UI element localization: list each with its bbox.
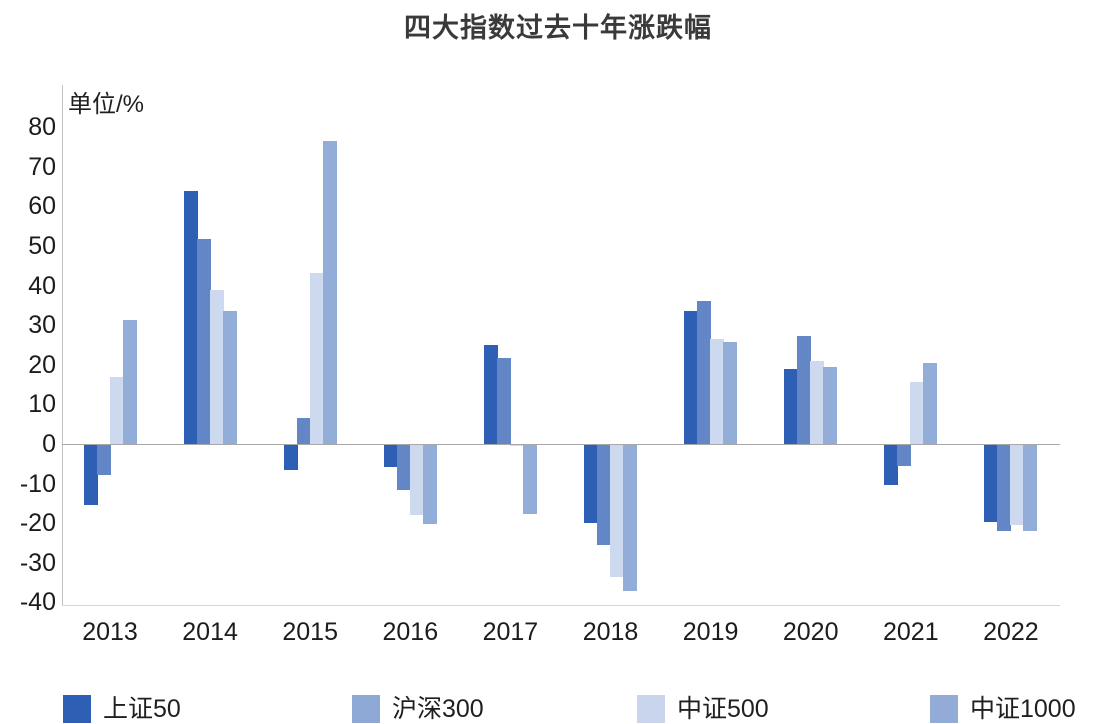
bar-中证1000-2019 [723,342,737,444]
bar-中证1000-2016 [423,445,437,524]
y-tick-label--30: -30 [19,548,56,577]
bar-沪深300-2013 [97,445,111,475]
bar-中证500-2022 [1010,445,1024,525]
y-tick-label-40: 40 [28,271,56,300]
bar-沪深300-2015 [297,418,311,444]
x-label-2019: 2019 [682,618,739,646]
bar-上证50-2019 [684,311,698,444]
y-tick-label-30: 30 [28,311,56,340]
bar-上证50-2014 [184,191,198,444]
legend-swatch-中证1000 [930,695,958,723]
bar-上证50-2013 [84,445,98,505]
x-axis-line [62,605,1060,606]
x-label-2015: 2015 [282,618,338,646]
y-tick-label-10: 10 [28,390,56,419]
bar-沪深300-2020 [797,336,811,444]
legend-label-上证50: 上证50 [103,695,181,723]
bar-中证1000-2018 [623,445,637,591]
y-axis-unit-label: 单位/% [68,91,145,118]
bar-上证50-2021 [884,445,898,485]
bar-沪深300-2017 [497,358,511,444]
bar-中证500-2018 [610,445,624,577]
y-tick-label-0: 0 [42,430,56,458]
x-label-2018: 2018 [582,618,639,646]
y-tick-label--10: -10 [19,469,56,498]
bar-中证1000-2013 [123,320,137,444]
bar-沪深300-2019 [697,301,711,444]
legend-swatch-上证50 [63,695,91,723]
bar-沪深300-2016 [397,445,411,490]
bar-上证50-2015 [284,445,298,470]
x-label-2014: 2014 [182,618,238,646]
bar-上证50-2018 [584,445,598,523]
legend-label-沪深300: 沪深300 [392,695,484,723]
y-tick-label-50: 50 [28,232,56,260]
bar-中证500-2014 [210,290,224,444]
y-tick-label--20: -20 [19,509,56,538]
zero-baseline [62,444,1060,445]
bar-中证1000-2015 [323,141,337,444]
legend-label-中证500: 中证500 [677,695,769,723]
x-label-2017: 2017 [482,618,539,646]
chart-title: 四大指数过去十年涨跌幅 [404,13,712,43]
legend-swatch-沪深300 [352,695,380,723]
bar-中证1000-2020 [823,367,837,444]
y-tick-label-20: 20 [28,350,56,379]
bar-中证500-2016 [410,445,424,515]
bar-上证50-2016 [384,445,398,467]
bar-上证50-2017 [484,345,498,444]
bar-中证500-2013 [110,377,124,444]
x-label-2020: 2020 [782,618,839,646]
bar-中证500-2015 [310,273,324,444]
bar-中证1000-2014 [223,311,237,444]
y-tick-label-80: 80 [28,113,56,142]
bar-中证500-2021 [910,382,924,444]
bar-中证1000-2021 [923,363,937,444]
bar-沪深300-2021 [897,445,911,466]
x-label-2013: 2013 [82,618,138,646]
legend-swatch-中证500 [637,695,665,723]
x-label-2022: 2022 [983,618,1039,646]
y-tick-label-70: 70 [28,152,56,181]
legend-label-中证1000: 中证1000 [970,695,1076,723]
bar-中证500-2017 [510,445,524,446]
bar-中证1000-2017 [523,445,537,514]
bar-沪深300-2022 [997,445,1011,531]
y-tick-label--40: -40 [19,588,56,617]
bar-沪深300-2014 [197,239,211,444]
bar-中证1000-2022 [1023,445,1037,531]
bar-中证500-2019 [710,339,724,444]
x-label-2016: 2016 [382,618,439,646]
y-tick-label-60: 60 [28,192,56,221]
bar-上证50-2020 [784,369,798,444]
y-axis-line [62,85,63,605]
bar-上证50-2022 [984,445,998,522]
bar-中证500-2020 [810,361,824,444]
bar-沪深300-2018 [597,445,611,545]
x-label-2021: 2021 [882,618,939,646]
